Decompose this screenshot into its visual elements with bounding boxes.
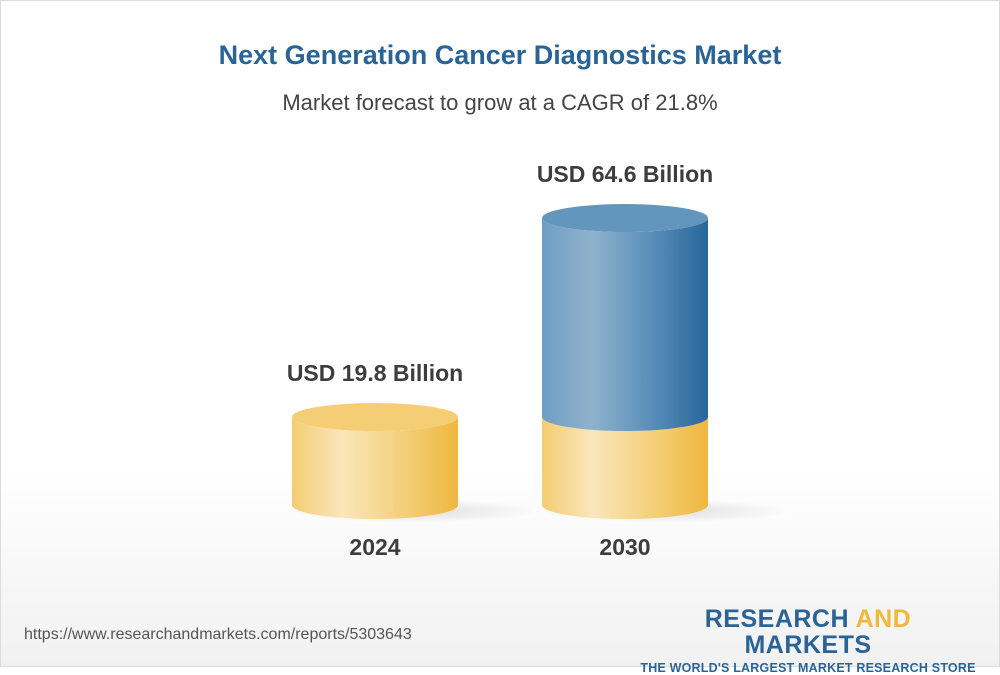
logo-text-2: AND bbox=[855, 605, 912, 633]
report-url[interactable]: https://www.researchandmarkets.com/repor… bbox=[24, 626, 412, 643]
bar-2030-base-segment bbox=[542, 417, 708, 519]
chart-title: Next Generation Cancer Diagnostics Marke… bbox=[218, 40, 782, 70]
bar-top-2030 bbox=[542, 204, 708, 232]
logo-text-1: RESEARCH bbox=[704, 605, 856, 633]
bar-2030-growth-segment bbox=[542, 218, 708, 432]
bar-2024-base bbox=[292, 417, 458, 519]
bar-top-2024 bbox=[292, 403, 458, 432]
category-label: 2024 bbox=[349, 534, 400, 560]
logo-tagline: THE WORLD'S LARGEST MARKET RESEARCH STOR… bbox=[640, 661, 976, 675]
value-label: USD 64.6 Billion bbox=[537, 161, 713, 187]
research-and-markets-logo: RESEARCH AND MARKETS THE WORLD'S LARGEST… bbox=[640, 606, 976, 675]
chart-subtitle: Market forecast to grow at a CAGR of 21.… bbox=[282, 90, 718, 115]
logo-text-3: MARKETS bbox=[744, 631, 872, 659]
value-label: USD 19.8 Billion bbox=[287, 360, 463, 386]
category-label: 2030 bbox=[599, 534, 650, 560]
